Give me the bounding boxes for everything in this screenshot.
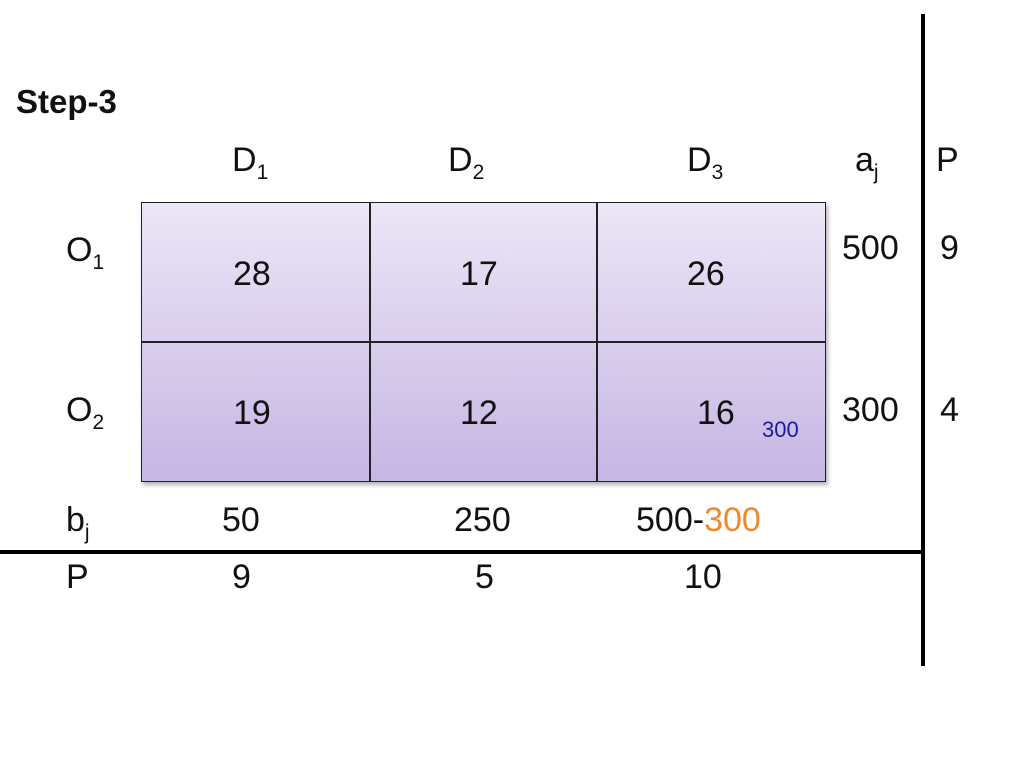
column-penalty: 5 bbox=[475, 558, 494, 596]
cost: 19 bbox=[233, 394, 271, 432]
column-header: D3 bbox=[687, 140, 723, 183]
supply: 300 bbox=[842, 391, 899, 429]
cost: 28 bbox=[233, 255, 271, 293]
header-sub: j bbox=[873, 161, 879, 184]
header-main: D bbox=[687, 141, 712, 179]
cell-border bbox=[142, 341, 825, 343]
label-main: b bbox=[66, 501, 85, 539]
column-penalty: 10 bbox=[684, 558, 722, 596]
column-header: aj bbox=[855, 140, 879, 183]
header-main: P bbox=[936, 141, 959, 179]
row-label: P bbox=[66, 558, 89, 596]
column-header: D1 bbox=[232, 140, 268, 183]
cost-table: 28 17 26 19 12 16 300 bbox=[141, 202, 826, 482]
cost: 12 bbox=[460, 394, 498, 432]
header-sub: 3 bbox=[711, 161, 724, 184]
column-header: D2 bbox=[448, 140, 484, 183]
header-main: D bbox=[448, 141, 473, 179]
row-penalty: 9 bbox=[940, 229, 959, 267]
cost: 17 bbox=[460, 255, 498, 293]
divider-horizontal bbox=[0, 550, 922, 554]
column-header: P bbox=[936, 140, 959, 180]
demand: 500-300 bbox=[636, 500, 761, 540]
demand: 250 bbox=[454, 501, 511, 539]
header-sub: 2 bbox=[472, 161, 485, 184]
allocation: 300 bbox=[762, 417, 799, 442]
label-main: O bbox=[66, 391, 93, 429]
demand-change: 300 bbox=[704, 501, 761, 539]
slide-title: Step-3 bbox=[16, 83, 117, 120]
label-sub: 2 bbox=[92, 411, 105, 434]
divider-vertical bbox=[921, 14, 925, 666]
header-main: D bbox=[232, 141, 257, 179]
label-main: O bbox=[66, 231, 93, 269]
header-sub: 1 bbox=[256, 161, 269, 184]
label-sub: 1 bbox=[92, 251, 105, 274]
cost: 26 bbox=[687, 255, 725, 293]
supply: 500 bbox=[842, 229, 899, 267]
column-penalty: 9 bbox=[232, 558, 251, 596]
label-sub: j bbox=[84, 521, 90, 544]
header-main: a bbox=[855, 141, 874, 179]
cost: 16 bbox=[697, 394, 735, 432]
row-label: O1 bbox=[66, 230, 104, 273]
row-penalty: 4 bbox=[940, 391, 959, 429]
row-label: O2 bbox=[66, 390, 104, 433]
demand: 50 bbox=[222, 501, 260, 539]
row-label: bj bbox=[66, 500, 90, 543]
demand-text: 500- bbox=[636, 501, 705, 539]
